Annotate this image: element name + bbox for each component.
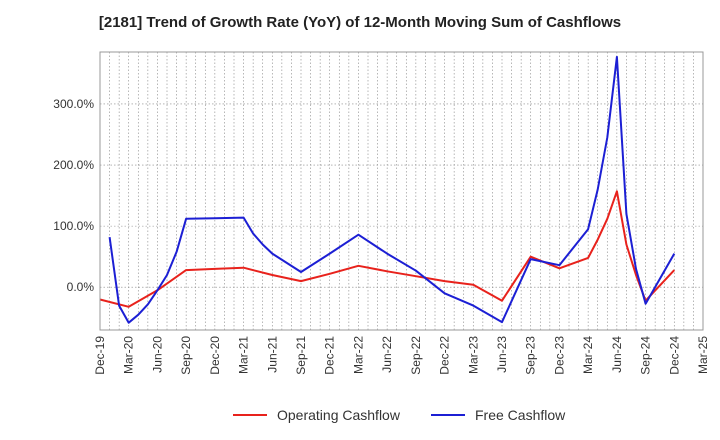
legend-label-free-cashflow: Free Cashflow [475, 407, 566, 423]
legend: Operating Cashflow Free Cashflow [0, 404, 720, 426]
x-tick-label: Jun-23 [495, 336, 509, 373]
x-tick-label: Sep-21 [294, 336, 308, 375]
x-tick-label: Jun-20 [150, 336, 164, 373]
x-tick-labels: Dec-19 Mar-20 Jun-20 Sep-20 Dec-20 Mar-21 Jun-… [93, 336, 710, 375]
y-tick-label: 100.0% [53, 219, 94, 233]
y-tick-label: 0.0% [67, 280, 95, 294]
x-tick-label: Dec-19 [93, 336, 107, 375]
y-tick-label: 300.0% [53, 97, 94, 111]
x-tick-label: Dec-21 [323, 336, 337, 375]
x-tick-label: Jun-22 [380, 336, 394, 373]
x-tick-label: Mar-24 [581, 336, 595, 374]
x-tick-label: Sep-24 [639, 336, 653, 375]
legend-swatch-operating-cashflow [233, 414, 267, 416]
legend-swatch-free-cashflow [431, 414, 465, 416]
grid-layer [99, 52, 704, 330]
legend-item-operating-cashflow: Operating Cashflow [233, 404, 400, 426]
x-tick-label: Dec-22 [438, 336, 452, 375]
x-tick-label: Dec-23 [552, 336, 566, 375]
x-tick-label: Mar-20 [122, 336, 136, 374]
legend-item-free-cashflow: Free Cashflow [431, 404, 565, 426]
series-layer [99, 55, 676, 324]
y-tick-label: 200.0% [53, 158, 94, 172]
series-line-free-cashflow [108, 55, 676, 324]
x-tick-label: Jun-21 [265, 336, 279, 373]
y-tick-labels: 0.0% 100.0% 200.0% 300.0% [53, 97, 94, 294]
x-tick-label: Sep-22 [409, 336, 423, 375]
x-tick-label: Sep-20 [179, 336, 193, 375]
plot-frame [99, 51, 704, 331]
x-tick-label: Mar-22 [351, 336, 365, 374]
legend-label-operating-cashflow: Operating Cashflow [277, 407, 400, 423]
x-tick-label: Sep-23 [524, 336, 538, 375]
x-tick-label: Mar-21 [237, 336, 251, 374]
x-tick-label: Mar-23 [466, 336, 480, 374]
x-tick-label: Dec-24 [667, 336, 681, 375]
x-tick-label: Jun-24 [610, 336, 624, 373]
x-tick-label: Mar-25 [696, 336, 710, 374]
chart-title: [2181] Trend of Growth Rate (YoY) of 12-… [98, 14, 622, 31]
x-tick-label: Dec-20 [208, 336, 222, 375]
series-line-operating-cashflow [99, 190, 676, 308]
